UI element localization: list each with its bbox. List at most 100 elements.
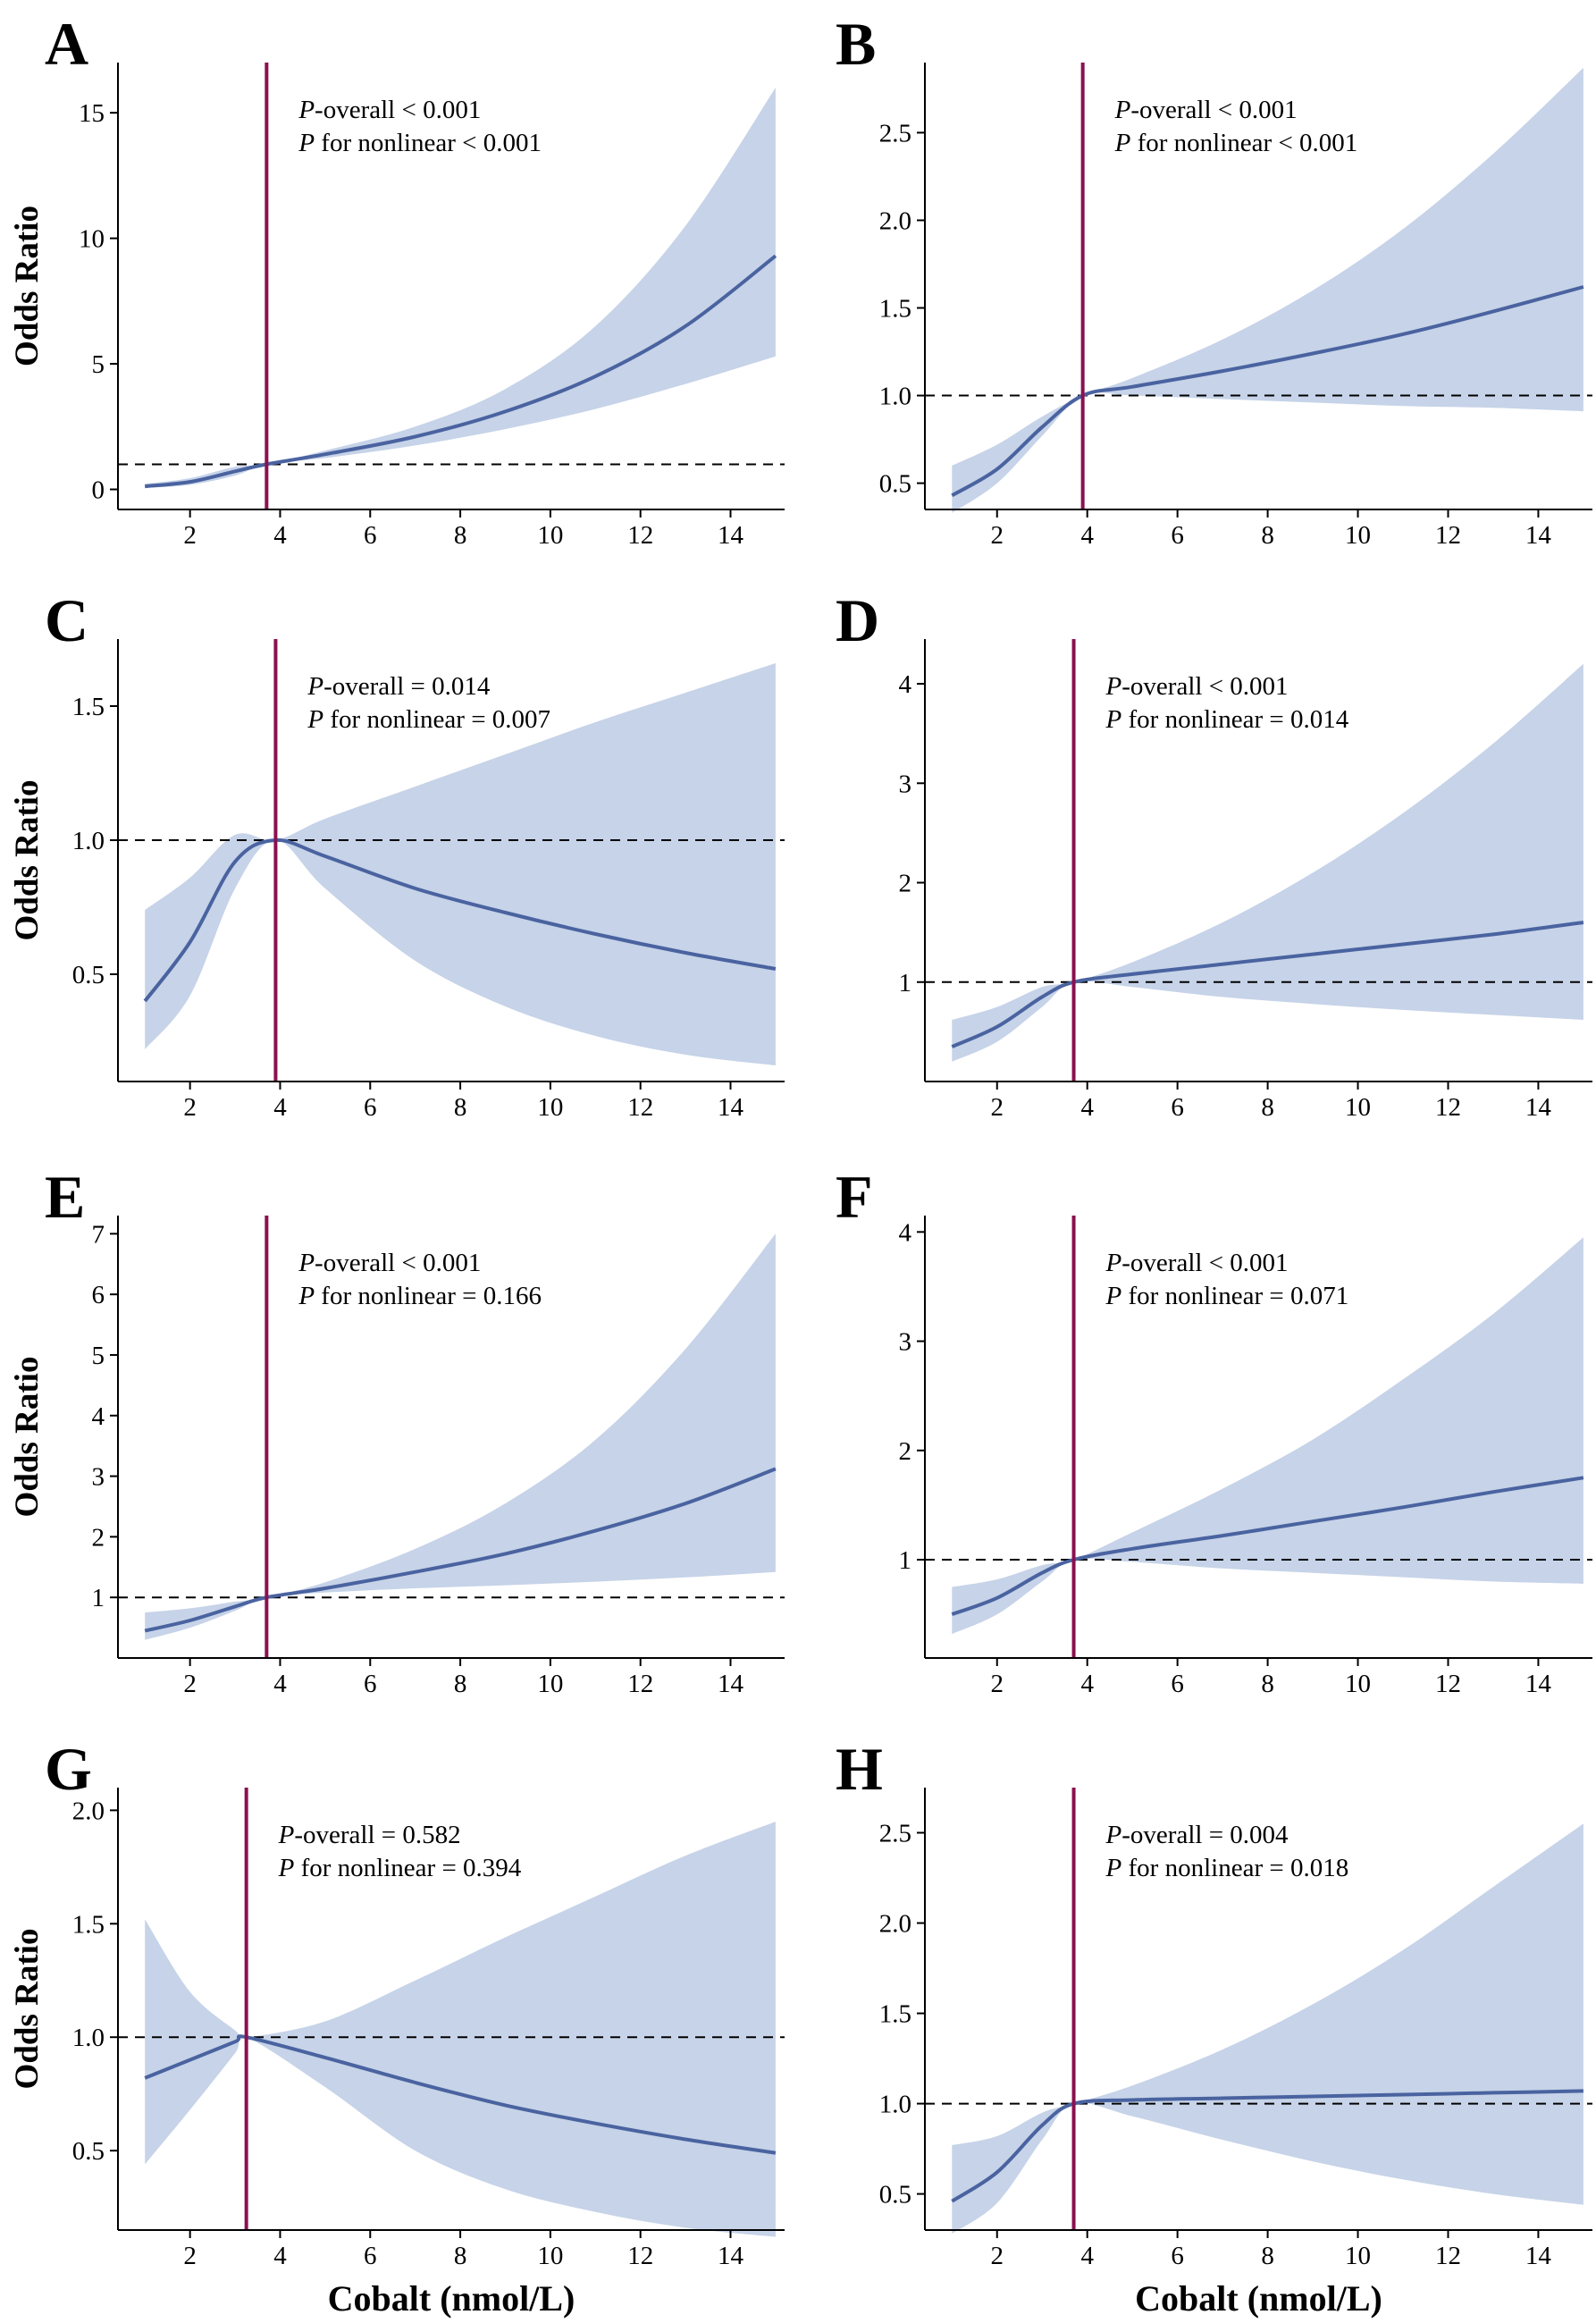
y-tick-label: 15 xyxy=(79,99,105,128)
p-nonlinear-annotation-text: for nonlinear < 0.001 xyxy=(1130,129,1357,157)
p-overall-annotation-text: -overall < 0.001 xyxy=(315,96,481,124)
p-overall-annotation-p: P xyxy=(1114,96,1131,124)
x-tick-label: 8 xyxy=(1261,1670,1274,1698)
x-tick-label: 6 xyxy=(1171,2242,1184,2270)
x-tick-label: 4 xyxy=(273,2242,287,2270)
p-overall-annotation-p: P xyxy=(278,1821,295,1849)
x-tick-label: 10 xyxy=(1345,521,1371,550)
x-tick-label: 4 xyxy=(273,1670,287,1698)
panel-C: C 2 4 6 8 10 12 14 0.5 1.0 1.5 Odds Ratio P-overall … xyxy=(9,586,785,1122)
x-tick-label: 10 xyxy=(537,521,563,550)
p-nonlinear-annotation: P for nonlinear = 0.071 xyxy=(1105,1282,1349,1310)
x-tick-label: 4 xyxy=(1080,2242,1094,2270)
spline-curve xyxy=(951,285,1584,498)
y-tick-label: 1 xyxy=(92,1584,105,1612)
y-tick-label: 0 xyxy=(92,476,105,505)
x-tick-label: 6 xyxy=(1171,1093,1184,1122)
x-tick-label: 8 xyxy=(454,2242,467,2270)
y-tick-label: 1.0 xyxy=(879,2091,911,2119)
spline-curve xyxy=(951,1476,1584,1616)
x-tick-label: 10 xyxy=(1345,2242,1371,2270)
y-tick-label: 0.5 xyxy=(879,2181,911,2209)
p-overall-annotation: P-overall = 0.582 xyxy=(278,1821,461,1849)
confidence-band xyxy=(145,1233,776,1640)
y-tick-label: 2.5 xyxy=(879,119,911,147)
panel-letter: C xyxy=(45,586,88,654)
y-axis-label: Odds Ratio xyxy=(9,1929,46,2090)
x-tick-label: 2 xyxy=(183,1670,197,1698)
panel-H: H 2 4 6 8 10 12 14 0.5 1.0 1.5 2.0 2.5 Cobalt (nmol/L… xyxy=(836,1735,1592,2319)
x-tick-label: 6 xyxy=(364,1670,377,1698)
y-tick-label: 2.0 xyxy=(879,1910,911,1939)
panel-letter: A xyxy=(45,10,88,78)
x-tick-label: 4 xyxy=(273,1093,287,1122)
x-tick-label: 6 xyxy=(364,521,377,550)
y-tick-label: 5 xyxy=(92,350,105,379)
y-tick-label: 1.0 xyxy=(72,2024,105,2052)
confidence-band xyxy=(952,663,1583,1062)
x-tick-label: 14 xyxy=(718,1093,744,1122)
p-nonlinear-annotation-text: for nonlinear = 0.014 xyxy=(1121,705,1348,734)
x-tick-label: 8 xyxy=(1261,2242,1274,2270)
x-tick-label: 10 xyxy=(537,1670,563,1698)
p-overall-annotation: P-overall < 0.001 xyxy=(1114,96,1298,124)
p-overall-annotation-text: -overall < 0.001 xyxy=(315,1249,481,1277)
x-tick-label: 8 xyxy=(454,1670,467,1698)
spline-curve xyxy=(951,921,1584,1048)
x-tick-label: 2 xyxy=(183,2242,197,2270)
panel-A: A 2 4 6 8 10 12 14 0 5 10 15 Odds Ratio P-overall < 0… xyxy=(9,10,785,550)
x-tick-label: 10 xyxy=(1345,1670,1371,1698)
p-overall-annotation: P-overall < 0.001 xyxy=(1105,1249,1289,1277)
p-overall-annotation-text: -overall = 0.582 xyxy=(294,1821,460,1849)
p-overall-annotation-p: P xyxy=(1105,1821,1122,1849)
y-tick-label: 10 xyxy=(79,225,105,254)
x-axis-label: Cobalt (nmol/L) xyxy=(1135,2278,1382,2319)
y-axis-label: Odds Ratio xyxy=(9,206,46,366)
p-overall-annotation: P-overall = 0.004 xyxy=(1105,1821,1289,1849)
p-overall-annotation: P-overall < 0.001 xyxy=(298,1249,481,1277)
x-tick-label: 6 xyxy=(364,1093,377,1122)
y-tick-label: 3 xyxy=(92,1463,105,1492)
p-nonlinear-annotation-text: for nonlinear = 0.018 xyxy=(1121,1854,1348,1882)
y-tick-label: 3 xyxy=(899,1328,912,1357)
p-overall-annotation-text: -overall < 0.001 xyxy=(1121,1249,1288,1277)
confidence-band xyxy=(145,1822,776,2237)
y-tick-label: 1.0 xyxy=(879,383,911,411)
p-overall-annotation: P-overall < 0.001 xyxy=(1105,672,1289,701)
confidence-band xyxy=(952,1237,1583,1635)
y-tick-label: 1.5 xyxy=(879,2000,911,2029)
p-overall-annotation-text: -overall = 0.014 xyxy=(323,672,491,701)
y-tick-label: 0.5 xyxy=(72,961,105,989)
y-tick-label: 2 xyxy=(899,1437,912,1466)
x-tick-label: 2 xyxy=(991,1670,1004,1698)
x-tick-label: 2 xyxy=(991,2242,1004,2270)
y-tick-label: 0.5 xyxy=(72,2137,105,2166)
p-nonlinear-annotation-p: P xyxy=(1105,705,1122,734)
p-overall-annotation-p: P xyxy=(307,672,323,701)
p-nonlinear-annotation-p: P xyxy=(298,129,315,157)
x-tick-label: 8 xyxy=(1261,521,1274,550)
p-overall-annotation-text: -overall < 0.001 xyxy=(1121,672,1288,701)
x-tick-label: 14 xyxy=(1525,1093,1552,1122)
p-nonlinear-annotation: P for nonlinear < 0.001 xyxy=(298,129,542,157)
p-overall-annotation-p: P xyxy=(1105,672,1122,701)
y-tick-label: 1.0 xyxy=(72,827,105,855)
panel-letter: E xyxy=(45,1163,85,1231)
y-axis-label: Odds Ratio xyxy=(9,780,46,941)
y-tick-label: 2.5 xyxy=(879,1820,911,1848)
p-nonlinear-annotation-text: for nonlinear = 0.007 xyxy=(323,705,550,734)
y-tick-label: 5 xyxy=(92,1342,105,1370)
p-nonlinear-annotation-p: P xyxy=(1105,1854,1122,1882)
confidence-band xyxy=(145,663,776,1065)
x-tick-label: 10 xyxy=(537,1093,563,1122)
p-nonlinear-annotation: P for nonlinear = 0.007 xyxy=(307,705,550,734)
x-tick-label: 14 xyxy=(718,1670,744,1698)
p-nonlinear-annotation: P for nonlinear = 0.166 xyxy=(298,1282,542,1310)
x-tick-label: 8 xyxy=(1261,1093,1274,1122)
p-overall-annotation: P-overall = 0.014 xyxy=(307,672,490,701)
spline-curve xyxy=(951,2089,1583,2203)
x-tick-label: 8 xyxy=(454,521,467,550)
